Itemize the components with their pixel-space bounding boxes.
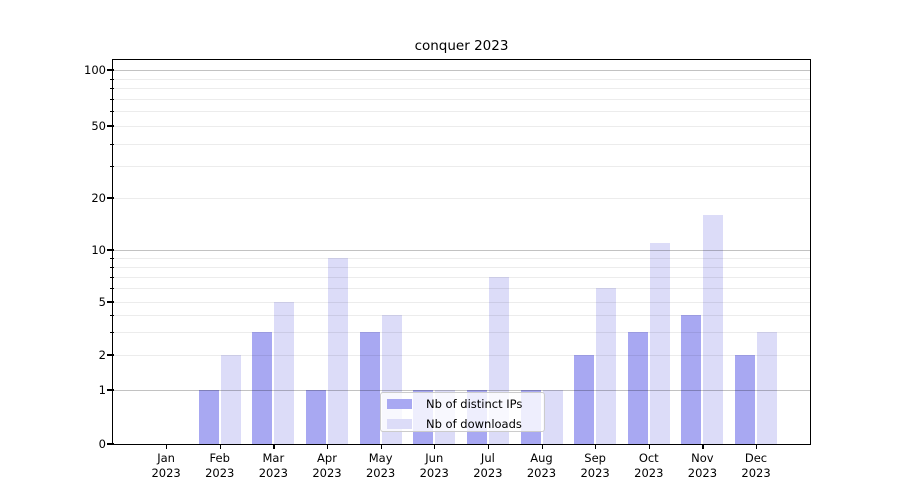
x-tick-1: [166, 444, 168, 449]
x-tick-label-dec: Dec 2023: [741, 451, 771, 480]
minor-gridline-9: [113, 257, 810, 259]
y-tick-1: [107, 389, 114, 391]
bar-ips-may: [359, 331, 380, 444]
minor-gridline-4: [113, 314, 810, 316]
y-minor-tick-8: [110, 266, 114, 268]
y-tick-label-10: 10: [91, 243, 106, 257]
x-tick-label-jun: Jun 2023: [419, 451, 449, 480]
minor-gridline-20: [113, 198, 810, 199]
x-tick-label-oct: Oct 2023: [634, 451, 664, 480]
legend-swatch-distinct-ips-icon: [387, 398, 412, 409]
chart-title: conquer 2023: [414, 38, 509, 54]
y-minor-tick-9: [110, 257, 114, 259]
bar-ips-mar: [252, 331, 273, 444]
x-tick-10: [648, 444, 650, 449]
y-tick-5: [107, 301, 114, 303]
minor-gridline-60: [113, 111, 810, 113]
minor-gridline-90: [113, 78, 810, 80]
x-tick-4: [326, 444, 329, 449]
y-minor-tick-70: [110, 98, 114, 100]
x-tick-6: [434, 444, 436, 449]
bar-downloads-sep: [596, 288, 617, 444]
minor-gridline-40: [113, 143, 810, 145]
y-minor-tick-3: [110, 331, 114, 333]
minor-gridline-70: [113, 98, 810, 100]
x-tick-label-jan: Jan 2023: [151, 451, 181, 480]
y-tick-label-50: 50: [91, 119, 106, 133]
y-tick-label-100: 100: [84, 63, 106, 77]
legend-label-distinct-ips: Nb of distinct IPs: [426, 396, 523, 411]
x-tick-9: [595, 444, 597, 449]
bar-ips-nov: [681, 314, 702, 444]
x-tick-label-aug: Aug 2023: [526, 451, 557, 480]
minor-gridline-6: [113, 288, 810, 290]
x-tick-label-may: May 2023: [365, 451, 396, 480]
bar-downloads-nov: [703, 214, 724, 444]
y-minor-tick-30: [110, 166, 114, 168]
y-minor-tick-80: [110, 88, 114, 90]
legend-swatch-downloads-icon: [387, 418, 412, 429]
y-tick-50: [107, 125, 114, 127]
y-tick-label-0: 0: [98, 437, 106, 451]
x-tick-label-apr: Apr 2023: [312, 451, 342, 480]
minor-gridline-5: [113, 302, 810, 303]
x-tick-label-jul: Jul 2023: [473, 451, 503, 480]
bar-downloads-dec: [757, 331, 778, 444]
x-tick-label-feb: Feb 2023: [205, 451, 235, 480]
y-minor-tick-4: [110, 314, 114, 316]
y-minor-tick-7: [110, 276, 114, 278]
x-tick-8: [541, 444, 543, 449]
bar-ips-dec: [735, 355, 756, 444]
minor-gridline-8: [113, 266, 810, 268]
x-tick-3: [273, 444, 275, 449]
y-tick-label-1: 1: [98, 383, 106, 397]
y-tick-2: [107, 354, 114, 356]
y-tick-label-20: 20: [91, 191, 106, 205]
y-tick-100: [107, 69, 114, 71]
x-tick-label-mar: Mar 2023: [258, 451, 288, 480]
legend-item-distinct-ips: Nb of distinct IPs: [381, 394, 544, 413]
bar-downloads-aug: [542, 390, 563, 444]
y-minor-tick-90: [110, 78, 114, 80]
major-gridline-1: [113, 390, 810, 391]
bar-downloads-feb: [220, 355, 241, 444]
bar-ips-apr: [305, 390, 326, 444]
y-tick-10: [107, 249, 114, 251]
legend-item-downloads: Nb of downloads: [381, 414, 544, 433]
bar-ips-oct: [627, 331, 648, 444]
x-tick-11: [702, 444, 704, 449]
y-minor-tick-6: [110, 288, 114, 290]
major-gridline-100: [113, 70, 810, 71]
minor-gridline-50: [113, 126, 810, 127]
bar-ips-feb: [198, 390, 219, 444]
legend-label-downloads: Nb of downloads: [426, 416, 522, 431]
minor-gridline-3: [113, 331, 810, 333]
x-tick-label-sep: Sep 2023: [580, 451, 610, 480]
bar-downloads-mar: [274, 302, 295, 444]
major-gridline-10: [113, 250, 810, 251]
y-minor-tick-60: [110, 111, 114, 113]
x-tick-7: [487, 444, 490, 449]
y-tick-20: [107, 197, 114, 199]
y-tick-label-2: 2: [98, 348, 106, 362]
minor-gridline-30: [113, 166, 810, 168]
y-minor-tick-40: [110, 143, 114, 145]
minor-gridline-2: [113, 355, 810, 356]
minor-gridline-7: [113, 276, 810, 278]
x-tick-12: [756, 444, 758, 449]
x-tick-5: [380, 444, 382, 449]
legend: Nb of distinct IPs Nb of downloads: [380, 392, 545, 432]
bar-downloads-oct: [649, 242, 670, 444]
x-tick-label-nov: Nov 2023: [687, 451, 718, 480]
bar-ips-sep: [574, 355, 595, 444]
minor-gridline-80: [113, 88, 810, 90]
bar-downloads-apr: [327, 257, 348, 444]
x-tick-2: [219, 444, 221, 449]
y-tick-label-5: 5: [98, 295, 106, 309]
y-tick-0: [107, 443, 114, 445]
